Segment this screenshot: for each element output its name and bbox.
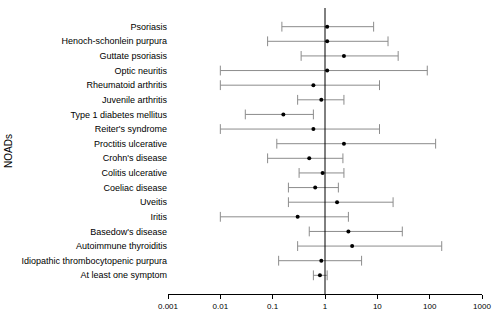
svg-text:NOADs: NOADs	[3, 134, 14, 168]
svg-text:1: 1	[323, 302, 328, 311]
svg-text:Reiter's syndrome: Reiter's syndrome	[95, 124, 167, 134]
svg-text:Psoriasis: Psoriasis	[130, 22, 167, 32]
svg-text:1000: 1000	[473, 302, 491, 311]
svg-text:Autoimmune thyroiditis: Autoimmune thyroiditis	[76, 241, 168, 251]
svg-text:Juvenile arthritis: Juvenile arthritis	[102, 95, 168, 105]
svg-text:Idiopathic thrombocytopenic pu: Idiopathic thrombocytopenic purpura	[21, 256, 167, 266]
svg-text:100: 100	[423, 302, 437, 311]
svg-text:Uveitis: Uveitis	[140, 197, 168, 207]
svg-text:0.01: 0.01	[213, 302, 229, 311]
svg-text:Basedow's disease: Basedow's disease	[90, 227, 167, 237]
svg-text:Colitis ulcerative: Colitis ulcerative	[101, 168, 167, 178]
svg-text:Coeliac disease: Coeliac disease	[103, 183, 167, 193]
svg-text:At least one symptom: At least one symptom	[80, 270, 167, 280]
svg-text:0.1: 0.1	[267, 302, 279, 311]
svg-text:Guttate psoriasis: Guttate psoriasis	[99, 51, 167, 61]
svg-text:0.001: 0.001	[158, 302, 179, 311]
svg-text:Crohn's disease: Crohn's disease	[103, 153, 167, 163]
svg-text:Iritis: Iritis	[151, 212, 168, 222]
svg-text:Optic neuritis: Optic neuritis	[114, 66, 167, 76]
svg-text:Type 1 diabetes mellitus: Type 1 diabetes mellitus	[70, 110, 167, 120]
svg-text:Henoch-schonlein purpura: Henoch-schonlein purpura	[61, 36, 167, 46]
svg-text:Rheumatoid arthritis: Rheumatoid arthritis	[86, 80, 167, 90]
svg-text:Proctitis ulcerative: Proctitis ulcerative	[94, 139, 167, 149]
svg-text:10: 10	[373, 302, 382, 311]
